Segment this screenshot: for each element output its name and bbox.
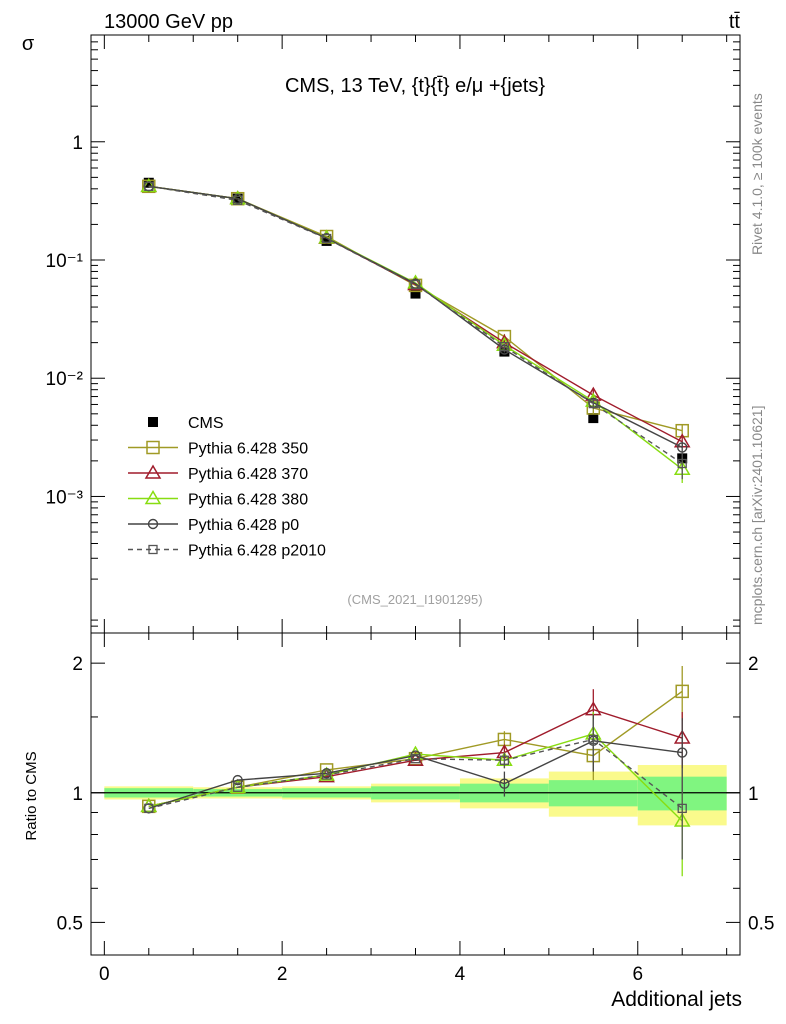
ratio-plot-frame (90, 632, 741, 956)
main-y-tick-label: 10⁻³ (46, 487, 84, 508)
ratio-x-tick-label: 4 (455, 964, 466, 985)
ratio-y-tick-label-right: 0.5 (748, 913, 774, 934)
mcplots-label: mcplots.cern.ch [arXiv:2401.10621] (749, 406, 765, 625)
main-data-point (321, 235, 332, 246)
main-data-point (499, 341, 510, 352)
ratio-y-axis-label: Ratio to CMS (23, 751, 40, 840)
legend-marker (148, 417, 158, 427)
ratio-data-point (319, 763, 334, 777)
main-y-tick-label: 10⁻¹ (46, 251, 84, 272)
ratio-data-point (321, 770, 332, 780)
main-series-line (148, 185, 683, 432)
ratio-series-p2010 (144, 719, 687, 860)
main-data-point (588, 398, 598, 409)
ratio-data-point (410, 754, 421, 764)
legend-marker (146, 440, 160, 455)
ratio-data-point (677, 747, 688, 758)
ratio-data-point (677, 803, 687, 814)
ratio-data-point (232, 774, 243, 786)
main-data-point (675, 423, 689, 438)
legend-label: Pythia 6.428 p0 (188, 517, 299, 534)
main-data-point (233, 195, 243, 205)
legend-item-p370: Pythia 6.428 370 (128, 464, 308, 483)
ratio-panel: 0.5 0.5 1 1 2 2 0 2 4 6 (57, 633, 774, 985)
main-series-line (148, 185, 683, 470)
legend-marker (144, 464, 162, 479)
legend: CMS Pythia 6.428 350 Pythia 6.428 370 Pythi… (128, 415, 326, 560)
main-data-point (410, 279, 421, 290)
main-data-point (144, 181, 154, 191)
main-data-point (321, 233, 332, 244)
legend-label: Pythia 6.428 350 (188, 441, 308, 458)
legend-marker (147, 518, 159, 530)
legend-item-p0: Pythia 6.428 p0 (128, 517, 299, 534)
main-series-line (148, 185, 683, 443)
ratio-y-tick-label: 1 (72, 784, 83, 805)
ratio-x-tick-label: 0 (99, 964, 110, 985)
legend-label: CMS (188, 415, 224, 432)
legend-item-p2010: Pythia 6.428 p2010 (128, 543, 326, 560)
main-data-point (677, 458, 687, 469)
main-series-p350 (142, 179, 689, 439)
ratio-data-point (499, 778, 510, 789)
main-series-line (148, 185, 683, 465)
x-axis-label: Additional jets (611, 988, 742, 1011)
main-y-tick-label: 10⁻² (46, 369, 84, 390)
main-series-p0 (143, 181, 688, 454)
legend-item-p380: Pythia 6.428 380 (128, 490, 308, 509)
ratio-data-point (588, 734, 598, 745)
legend-item-p350: Pythia 6.428 350 (128, 441, 308, 458)
ratio-y-tick-label-right: 2 (748, 654, 759, 675)
main-panel: 1 10⁻¹ 10⁻² 10⁻³ (46, 34, 740, 634)
ratio-y-tick-label: 2 (72, 654, 83, 675)
main-data-point (588, 413, 599, 424)
legend-marker (148, 544, 158, 555)
rivet-label: Rivet 4.1.0, ≥ 100k events (749, 93, 765, 255)
ratio-x-tick-label: 6 (632, 964, 643, 985)
main-data-point (410, 288, 421, 299)
header-right-label: tt̄ (729, 11, 741, 33)
main-series-cms (143, 177, 688, 464)
main-y-tick-label: 1 (72, 133, 83, 154)
analysis-watermark: (CMS_2021_I1901295) (347, 592, 482, 607)
ratio-data-point (144, 803, 154, 814)
legend-label: Pythia 6.428 370 (188, 466, 308, 483)
legend-label: Pythia 6.428 p2010 (188, 543, 326, 560)
main-y-axis-label: σ (22, 33, 35, 55)
legend-label: Pythia 6.428 380 (188, 492, 308, 509)
main-series-p2010 (144, 181, 687, 480)
ratio-x-tick-label: 2 (277, 964, 288, 985)
legend-item-cms: CMS (148, 415, 224, 432)
main-series-p380 (140, 177, 691, 483)
header-left-label: 13000 GeV pp (104, 11, 233, 33)
chart-title: CMS, 13 TeV, {t}{t̄} e/μ +{jets} (285, 75, 545, 97)
legend-marker (144, 490, 162, 505)
ratio-y-tick-label-right: 1 (748, 784, 759, 805)
ratio-data-point (675, 684, 689, 699)
ratio-data-point (499, 755, 510, 765)
ratio-data-point (233, 782, 243, 792)
ratio-y-tick-label: 0.5 (57, 913, 83, 934)
main-series-p370 (140, 177, 691, 448)
